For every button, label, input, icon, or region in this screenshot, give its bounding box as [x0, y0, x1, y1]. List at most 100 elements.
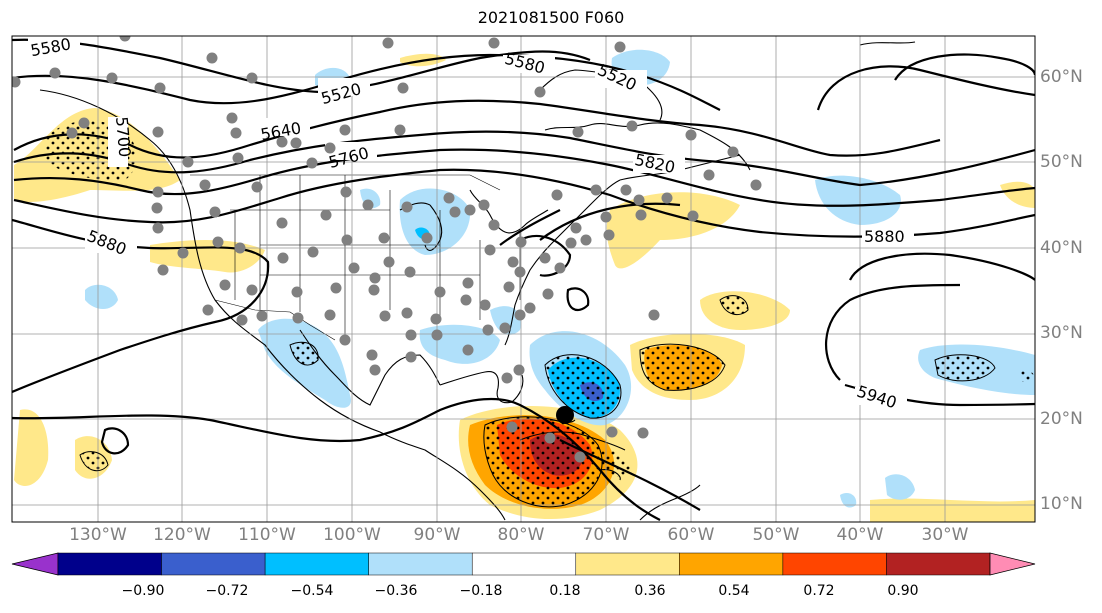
colorbar-tick-label: 0.36: [634, 583, 666, 599]
station-dot: [362, 199, 374, 211]
colorbar-cell: [782, 552, 887, 576]
station-dot: [290, 137, 302, 149]
station-dot: [565, 237, 577, 249]
contour-label: 5880: [864, 227, 905, 246]
station-dot: [232, 152, 244, 164]
colorbar-tick-label: −0.18: [459, 583, 503, 599]
station-dot: [590, 184, 602, 196]
map-frame: [11, 35, 1036, 523]
station-dot: [202, 304, 214, 316]
station-dot: [307, 246, 319, 258]
station-dot: [482, 324, 494, 336]
station-dot: [394, 124, 406, 136]
contour-label: 5580: [503, 49, 547, 78]
station-dot: [49, 67, 61, 79]
station-dot: [369, 364, 381, 376]
station-dot: [554, 262, 566, 274]
station-dot: [369, 272, 381, 284]
station-dot: [488, 219, 500, 231]
lon-label-60w: 60°W: [667, 525, 715, 545]
station-dot: [368, 284, 380, 296]
station-dot: [542, 288, 554, 300]
station-dot: [462, 344, 474, 356]
station-dot: [379, 310, 391, 322]
station-dot: [152, 186, 164, 198]
station-dot: [600, 211, 612, 223]
station-dot: [154, 82, 166, 94]
station-dot: [460, 294, 472, 306]
station-dot: [648, 309, 660, 321]
storm-center-marker: [556, 406, 574, 424]
lon-label-40w: 40°W: [836, 525, 884, 545]
station-dot: [405, 329, 417, 341]
lat-label-40n: 40°N: [1040, 238, 1083, 258]
colorbar-tick-label: −0.90: [121, 583, 165, 599]
colorbar-cell: [471, 552, 577, 576]
lon-label-50w: 50°W: [752, 525, 800, 545]
colorbar-tick-label: 0.18: [549, 583, 581, 599]
station-dot: [515, 236, 527, 248]
station-dot: [182, 156, 194, 168]
station-dot: [366, 349, 378, 361]
station-dot: [330, 282, 342, 294]
station-dot: [405, 351, 417, 363]
lon-label-110w: 110°W: [238, 525, 296, 545]
station-dot: [382, 37, 394, 49]
station-dot: [324, 309, 336, 321]
station-dot: [219, 279, 231, 291]
station-dot: [78, 117, 90, 129]
significance-outlines: [79, 295, 996, 508]
lon-label-120w: 120°W: [153, 525, 211, 545]
station-dot: [514, 309, 526, 321]
lat-label-60n: 60°N: [1040, 67, 1083, 87]
station-dot: [544, 432, 556, 444]
station-dot: [506, 421, 518, 433]
station-dot: [479, 299, 491, 311]
station-dot: [226, 112, 238, 124]
lat-lon-gridlines: [12, 36, 1035, 522]
station-dot: [401, 201, 413, 213]
contour-label: 5700: [112, 116, 134, 158]
station-dot: [750, 179, 762, 191]
station-dot: [378, 232, 390, 244]
station-dot: [464, 204, 476, 216]
station-dot: [199, 179, 211, 191]
station-dot: [291, 286, 303, 298]
colorbar-cell: [368, 552, 473, 576]
lon-label-80w: 80°W: [497, 525, 545, 545]
station-dot: [570, 222, 582, 234]
station-dot: [703, 169, 715, 181]
colorbar-tick-label: −0.36: [374, 583, 418, 599]
station-dot: [246, 284, 258, 296]
station-dot: [151, 202, 163, 214]
station-dot: [478, 199, 490, 211]
station-dot: [620, 184, 632, 196]
station-dot: [449, 206, 461, 218]
station-dot: [320, 209, 332, 221]
station-dot: [306, 157, 318, 169]
station-dot: [534, 86, 546, 98]
station-dot: [488, 37, 500, 49]
colorbar-cell: [264, 552, 369, 576]
colorbar-extend-low: [11, 552, 59, 576]
lat-label-50n: 50°N: [1040, 152, 1083, 172]
contour-label: 5880: [84, 226, 129, 259]
station-dot: [339, 334, 351, 346]
station-dot: [234, 242, 246, 254]
station-dot: [633, 194, 645, 206]
lat-label-10n: 10°N: [1040, 494, 1083, 514]
station-dot: [236, 314, 248, 326]
colorbar-extend-high: [989, 552, 1036, 576]
station-dot: [580, 234, 592, 246]
lon-label-130w: 130°W: [69, 525, 127, 545]
colorbar-tick-label: −0.54: [290, 583, 334, 599]
station-dot: [503, 281, 515, 293]
station-dot: [256, 310, 268, 322]
colorbar-cell: [57, 552, 162, 576]
station-dot: [431, 329, 443, 341]
station-dot: [514, 266, 526, 278]
station-dot: [421, 232, 433, 244]
station-dot: [339, 124, 351, 136]
station-dot: [206, 52, 218, 64]
contour-label: 5940: [855, 382, 900, 413]
